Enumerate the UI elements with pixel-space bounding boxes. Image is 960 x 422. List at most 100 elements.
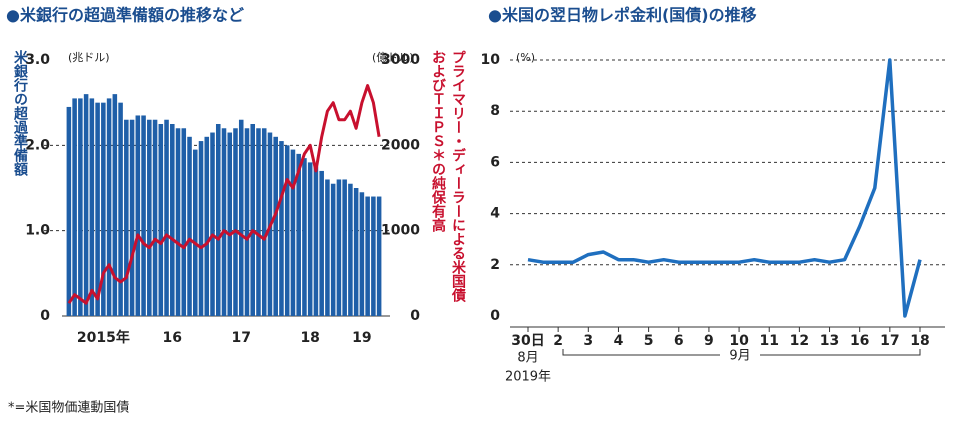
bar xyxy=(141,115,146,316)
bar xyxy=(147,119,152,316)
y-tick-label: 6 xyxy=(490,154,500,170)
chart-title: ●米銀行の超過準備額の推移など xyxy=(6,6,244,25)
x-tick-label: 18 xyxy=(910,333,929,349)
line xyxy=(527,58,922,318)
x-tick-label: 16 xyxy=(163,330,182,346)
bar xyxy=(78,98,83,317)
bar xyxy=(319,170,324,316)
bar xyxy=(175,128,181,316)
bar xyxy=(210,132,215,316)
bar xyxy=(353,188,359,316)
y-tick-label: 2.0 xyxy=(25,137,50,153)
x-tick-label: 30日 xyxy=(511,333,544,349)
x-tick-label: 16 xyxy=(850,333,869,349)
bar xyxy=(181,128,187,316)
y-tick-label: 0 xyxy=(410,308,420,324)
bar xyxy=(273,136,278,316)
bar xyxy=(72,98,77,317)
y-tick-label: 4 xyxy=(490,206,500,222)
bar xyxy=(152,119,158,316)
bar xyxy=(365,196,370,316)
bar xyxy=(250,124,255,316)
bar xyxy=(204,136,210,316)
bar xyxy=(279,141,284,316)
bar xyxy=(129,119,135,316)
bar xyxy=(359,192,365,316)
y2-unit: (億ドル) xyxy=(372,51,414,64)
bar xyxy=(101,102,106,317)
bar xyxy=(256,128,261,316)
footnote: *=米国物価連動国債 xyxy=(8,401,129,416)
y-tick-label: 1.0 xyxy=(25,223,50,239)
annotation: 8月 xyxy=(517,351,538,366)
bar xyxy=(124,119,129,316)
y-tick-label: 2000 xyxy=(381,137,420,153)
bar xyxy=(238,119,244,316)
bar xyxy=(95,102,100,317)
bar xyxy=(198,141,204,316)
x-tick-label: 11 xyxy=(759,333,778,349)
bar xyxy=(342,179,347,316)
bar xyxy=(215,124,221,316)
bar xyxy=(313,166,319,316)
chart-title: ●米国の翌日物レポ金利(国債)の推移 xyxy=(488,6,757,25)
x-tick-label: 10 xyxy=(729,333,749,349)
x-tick-label: 4 xyxy=(614,333,624,349)
x-tick-label: 2 xyxy=(553,333,563,349)
bar xyxy=(330,183,336,316)
x-tick-label: 19 xyxy=(352,330,371,346)
x-tick-label: 3 xyxy=(583,333,593,349)
bar xyxy=(261,128,267,316)
y2-axis-label: プライマリー・ディーラーによる米国債 xyxy=(450,50,467,303)
y-tick-label: 8 xyxy=(490,103,500,119)
bar xyxy=(170,124,175,316)
x-tick-label: 12 xyxy=(790,333,809,349)
y-tick-label: 3000 xyxy=(381,52,420,68)
bar xyxy=(307,162,313,316)
bar xyxy=(233,128,238,316)
bar xyxy=(118,102,123,317)
bar xyxy=(89,98,95,317)
bar xyxy=(336,179,342,316)
x-tick-label: 17 xyxy=(231,330,250,346)
annotation: 2019年 xyxy=(505,370,551,385)
bar xyxy=(244,128,250,316)
bar xyxy=(135,115,141,316)
x-tick-label: 2015年 xyxy=(77,329,130,346)
x-tick-label: 13 xyxy=(820,333,839,349)
bar xyxy=(221,128,227,316)
y-tick-label: 1000 xyxy=(381,223,420,239)
bar xyxy=(193,149,198,316)
y-tick-label: 2 xyxy=(490,257,500,273)
bar xyxy=(371,196,376,316)
y-tick-label: 10 xyxy=(481,52,501,68)
bar xyxy=(348,183,353,316)
bar xyxy=(164,119,169,316)
y-tick-label: 3.0 xyxy=(25,52,50,68)
bar xyxy=(106,98,112,317)
bar xyxy=(83,94,89,316)
bar xyxy=(158,124,164,316)
bar xyxy=(187,136,192,316)
line xyxy=(67,84,381,305)
bar xyxy=(325,179,330,316)
bar xyxy=(290,149,296,316)
bar xyxy=(296,153,301,316)
y2-axis-label: およびＴＩＰＳ＊の純保有高 xyxy=(430,50,447,233)
bar xyxy=(284,145,290,316)
bar xyxy=(66,106,72,316)
bar xyxy=(376,196,382,316)
bar xyxy=(302,158,307,316)
y-unit: (%) xyxy=(516,51,535,64)
x-tick-label: 6 xyxy=(674,333,684,349)
x-tick-label: 9 xyxy=(704,333,714,349)
y-unit: (兆ドル) xyxy=(68,51,110,64)
bar xyxy=(227,132,233,316)
y-tick-label: 0 xyxy=(40,308,50,324)
y-tick-label: 0 xyxy=(490,308,500,324)
x-tick-label: 5 xyxy=(644,333,654,349)
x-tick-label: 17 xyxy=(880,333,899,349)
bar xyxy=(112,94,118,316)
x-tick-label: 18 xyxy=(300,330,319,346)
